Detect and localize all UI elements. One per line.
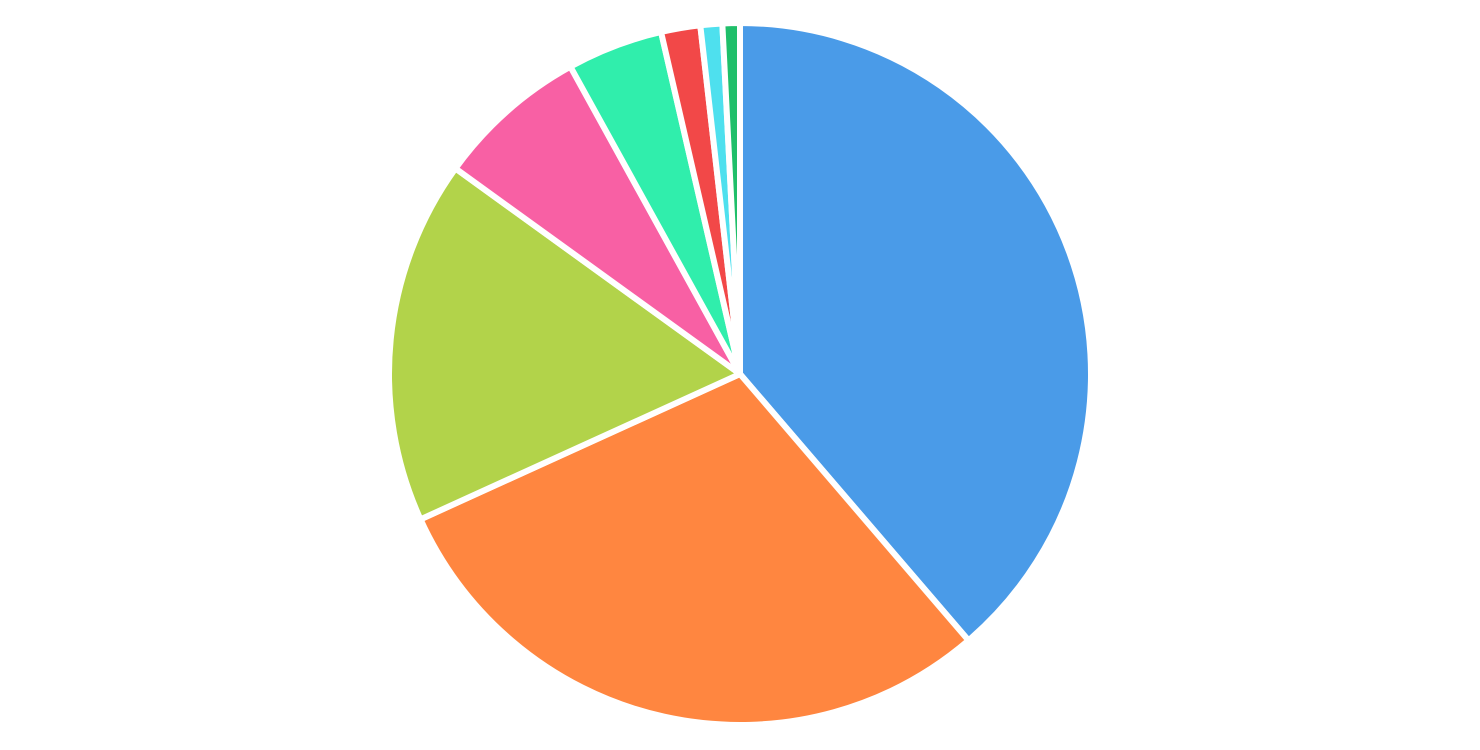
- pie-slice: [386, 165, 743, 523]
- pie-slice: [452, 63, 743, 377]
- pie-slice: [737, 20, 1094, 644]
- pie-slice: [719, 20, 743, 377]
- pie-slice: [417, 371, 972, 728]
